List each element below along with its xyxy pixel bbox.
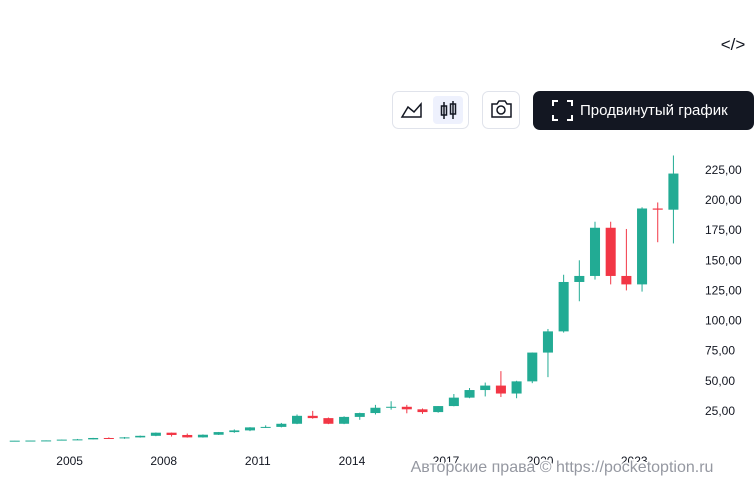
candle-body [417,409,428,413]
candle-body [72,439,83,441]
x-tick-label: 2014 [339,454,366,468]
candle-body [166,432,177,435]
advanced-chart-button[interactable] [533,91,754,130]
candle-body [150,432,161,436]
candle-body [652,208,663,210]
candle-body [307,415,318,419]
candle-body [103,437,114,439]
candle-body [464,390,475,398]
fullscreen-icon [552,100,573,121]
candle-body [135,435,146,438]
candle-body [244,427,256,431]
candle-body [621,275,632,285]
candle-body [433,406,444,413]
y-tick-label: 200,00 [705,193,742,207]
watermark: Авторские права © https://pocketoption.r… [411,459,714,476]
candle-body [88,437,99,440]
candle-body [229,430,240,433]
candle-body [401,406,412,410]
advanced-chart-label: Продвинутый график [580,102,728,119]
x-tick-label: 2020 [527,454,554,468]
candle-body [558,281,569,332]
candle-body [495,385,506,394]
candle-body [527,352,538,382]
y-tick-label: 225,00 [705,163,742,177]
candle-body [448,397,459,407]
area-chart-button[interactable] [400,102,422,118]
y-tick-label: 125,00 [705,283,742,297]
candle-body [323,418,334,424]
candle-body [637,208,648,285]
x-tick-label: 2008 [150,454,177,468]
candle-body [260,426,271,428]
candle-body [213,432,224,435]
candle-body [25,440,36,442]
candle-body [589,227,601,276]
candle-body [480,385,491,391]
x-tick-label: 2017 [433,454,460,468]
candle-body [276,423,287,427]
y-tick-label: 175,00 [705,223,742,237]
candle-body [197,434,208,438]
candle-body [292,415,303,424]
candle-body [386,406,397,408]
candle-body [668,173,679,210]
screenshot-button[interactable] [482,91,520,129]
candle-body [605,227,616,276]
x-tick-label: 2005 [56,454,83,468]
candle-body [354,413,365,417]
candle-body [119,437,130,439]
y-tick-label: 75,00 [705,344,735,358]
candle-body [574,275,585,282]
candle-icon [440,101,457,119]
candle-chart-button[interactable] [433,96,463,124]
embed-icon[interactable]: </> [721,35,746,54]
y-tick-label: 50,00 [705,374,735,388]
candle-body [9,440,20,442]
candle-body [542,331,553,353]
y-tick-label: 25,00 [705,404,735,418]
candle-body [339,416,350,424]
candle-body [41,440,52,442]
candle-body [56,439,67,441]
x-tick-label: 2011 [245,454,271,468]
y-tick-label: 100,00 [705,314,742,328]
candle-body [182,434,193,438]
x-tick-label: 2023 [621,454,648,468]
candle-body [511,381,522,394]
camera-icon [491,100,512,118]
candle-body [370,407,381,414]
y-tick-label: 150,00 [705,253,742,267]
